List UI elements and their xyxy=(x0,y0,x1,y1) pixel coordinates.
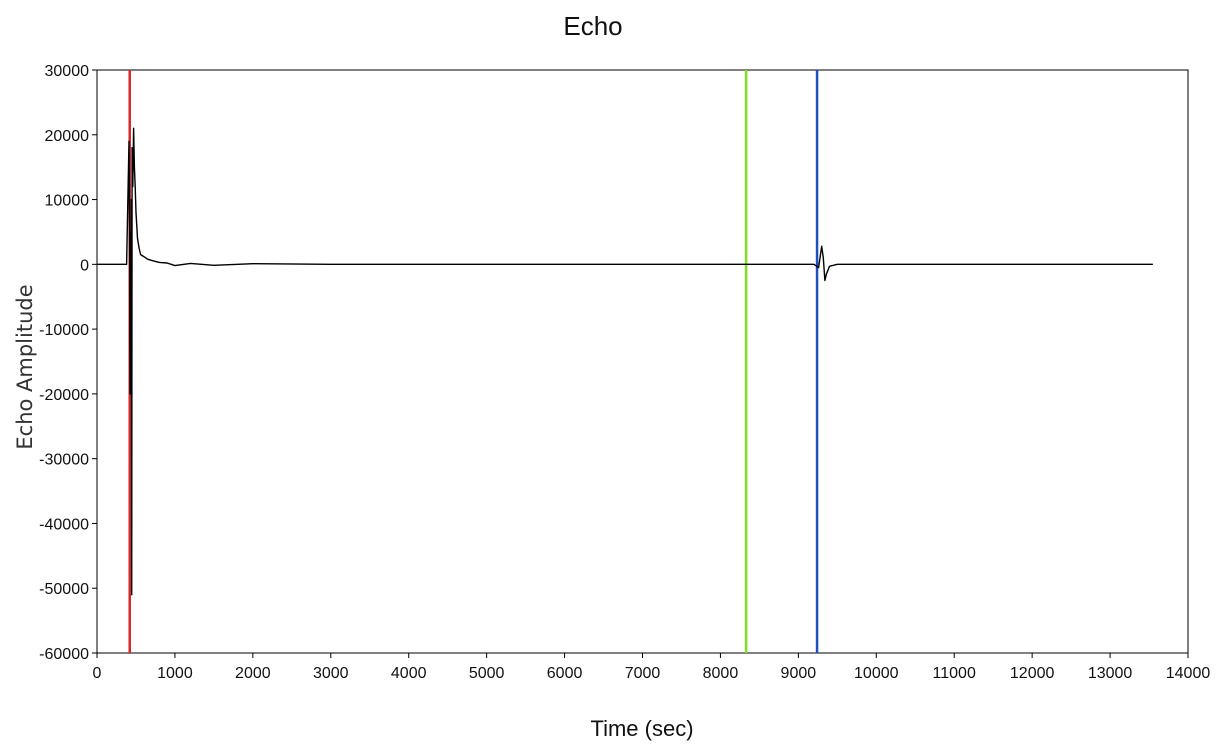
x-tick-label: 8000 xyxy=(703,665,739,682)
y-tick-label: -50000 xyxy=(39,581,89,598)
y-axis-label: Echo Amplitude xyxy=(13,284,37,449)
y-tick-label: 10000 xyxy=(45,193,90,210)
cursor-lines xyxy=(128,70,819,653)
x-tick-label: 7000 xyxy=(625,665,661,682)
y-axis-ticks: 30000 20000 10000 0 -10000 -20000 -30000 -40000… xyxy=(39,63,97,663)
series-line xyxy=(97,127,1153,596)
x-tick-label: 2000 xyxy=(235,665,271,682)
y-tick-label: -20000 xyxy=(39,387,89,404)
x-tick-label: 12000 xyxy=(1010,665,1055,682)
series-group xyxy=(97,127,1153,596)
x-tick-label: 13000 xyxy=(1088,665,1133,682)
x-tick-label: 5000 xyxy=(469,665,505,682)
plot-area xyxy=(96,69,1189,654)
y-tick-label: -30000 xyxy=(39,452,89,469)
x-tick-label: 4000 xyxy=(391,665,427,682)
x-tick-label: 1000 xyxy=(157,665,193,682)
x-tick-label: 6000 xyxy=(547,665,583,682)
y-tick-label: 20000 xyxy=(45,128,90,145)
y-tick-label: -40000 xyxy=(39,516,89,533)
y-tick-label: 30000 xyxy=(45,63,90,80)
y-tick-label: 0 xyxy=(80,257,89,274)
x-tick-label: 14000 xyxy=(1166,665,1211,682)
x-axis-label: Time (sec) xyxy=(590,716,693,741)
x-tick-label: 0 xyxy=(93,665,102,682)
chart-title: Echo xyxy=(563,11,622,41)
x-tick-label: 3000 xyxy=(313,665,349,682)
y-tick-label: -60000 xyxy=(39,646,89,663)
y-tick-label: -10000 xyxy=(39,322,89,339)
x-tick-label: 11000 xyxy=(933,665,976,682)
x-tick-label: 9000 xyxy=(781,665,817,682)
x-tick-label: 10000 xyxy=(854,665,899,682)
x-axis-ticks: 0 1000 2000 3000 4000 5000 6000 7000 8000 9000 100… xyxy=(93,653,1211,682)
